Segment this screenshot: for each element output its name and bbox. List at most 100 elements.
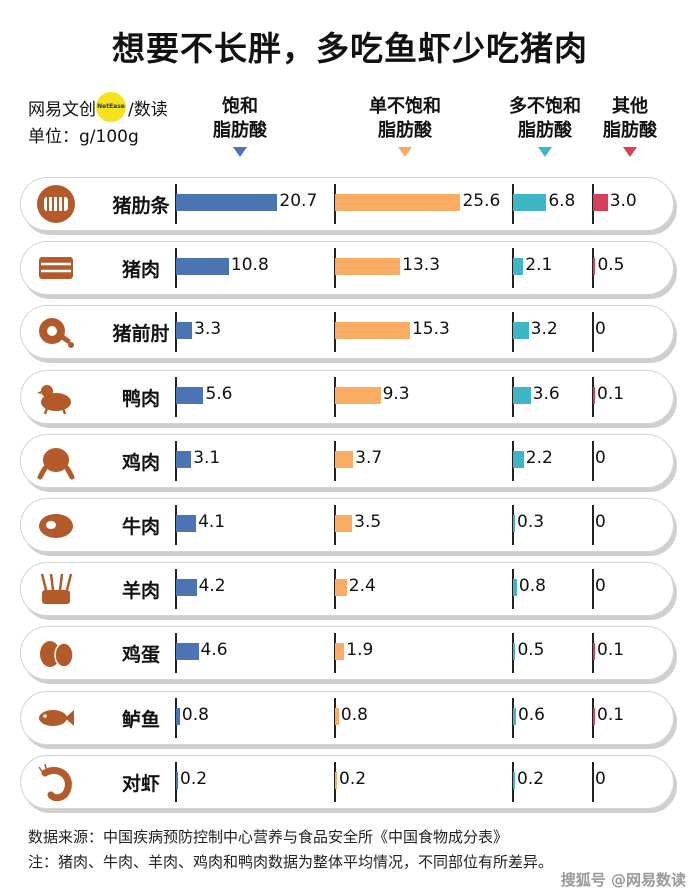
row-label: 鸡蛋 <box>121 644 160 667</box>
column-separator <box>175 761 177 802</box>
bar-series-3 <box>593 258 596 276</box>
column-separator <box>592 761 594 802</box>
column-separator <box>512 697 514 738</box>
column-header-line: 脂肪酸 <box>213 120 267 141</box>
data-label: 0.8 <box>181 704 209 725</box>
data-label: 3.1 <box>193 447 221 468</box>
column-separator <box>334 376 336 417</box>
data-label: 3.7 <box>355 447 383 468</box>
bar-series-2 <box>513 258 524 276</box>
shrimp-icon <box>37 763 75 802</box>
column-separator <box>334 761 336 802</box>
bar-series-2 <box>513 771 515 789</box>
data-label: 20.7 <box>279 191 318 211</box>
bar-series-0 <box>176 707 180 725</box>
data-label: 15.3 <box>411 319 450 340</box>
column-separator <box>512 248 514 289</box>
column-separator <box>592 248 594 289</box>
data-label: 0.6 <box>517 704 545 725</box>
table-row: 鸡蛋 4.6 1.9 0.5 0.1 <box>20 626 674 681</box>
bar-series-2 <box>513 643 516 661</box>
column-separator <box>512 184 514 224</box>
row-label: 猪前肘 <box>112 323 170 346</box>
table-row: 鸭肉 5.6 9.3 3.6 0.1 <box>20 369 674 424</box>
bar-series-2 <box>513 515 515 532</box>
page-title: 想要不长胖，多吃鱼虾少吃猪肉 <box>112 29 588 68</box>
data-label: 2.1 <box>525 255 553 276</box>
column-separator <box>512 569 514 610</box>
column-separator <box>512 376 514 417</box>
table-row: 猪前肘 3.3 15.3 3.2 0 <box>20 305 674 360</box>
column-separator <box>592 440 594 481</box>
brand-logo: 网易文创 NetEase /数读 <box>28 92 168 122</box>
table-row: 鸡肉 3.1 3.7 2.2 0 <box>20 433 674 488</box>
bar-series-2 <box>513 450 524 468</box>
bar-series-2 <box>513 194 547 211</box>
data-label: 0.1 <box>597 383 625 404</box>
duck-icon <box>37 378 75 416</box>
data-label: 0.5 <box>517 640 545 661</box>
bar-series-0 <box>176 515 197 532</box>
data-label: 0 <box>595 447 606 468</box>
down-arrow-icon <box>623 147 637 157</box>
column-separator <box>334 505 336 545</box>
column-separator <box>175 184 177 224</box>
row-label: 猪肋条 <box>112 195 170 217</box>
bar-series-0 <box>176 194 278 211</box>
data-label: 0.8 <box>340 704 368 725</box>
watermark: 搜狐号 @网易数读 <box>560 871 686 889</box>
bar-series-3 <box>593 707 595 725</box>
footnote: 注：猪肉、牛肉、羊肉、鸡肉和鸭肉数据为整体平均情况，不同部位有所差异。 <box>28 853 554 871</box>
bar-series-1 <box>335 771 337 789</box>
data-label: 0 <box>595 512 606 532</box>
row-label: 猪肉 <box>121 259 160 282</box>
down-arrow-icon <box>538 147 552 157</box>
table-row: 羊肉 4.2 2.4 0.8 0 <box>20 562 674 617</box>
column-separator <box>512 505 514 545</box>
column-separator <box>334 569 336 610</box>
column-separator <box>592 184 594 224</box>
bar-series-0 <box>176 579 197 597</box>
unit-label: 单位：g/100g <box>28 127 139 147</box>
column-separator <box>175 697 177 738</box>
bar-series-0 <box>176 643 199 661</box>
data-label: 0.1 <box>597 704 625 725</box>
column-header-line: 饱和 <box>222 96 258 117</box>
column-separator <box>334 248 336 289</box>
data-label: 0.1 <box>597 640 625 661</box>
column-header-0: 饱和 脂肪酸 <box>185 95 295 157</box>
data-label: 1.9 <box>346 640 374 661</box>
bar-series-0 <box>176 771 178 789</box>
bar-series-2 <box>513 386 531 404</box>
column-header-3: 其他 脂肪酸 <box>575 95 685 157</box>
data-label: 0.8 <box>518 576 546 597</box>
data-label: 0.2 <box>180 768 208 789</box>
column-separator <box>175 440 177 481</box>
data-label: 4.1 <box>198 512 226 532</box>
data-label: 10.8 <box>230 255 269 276</box>
table-row: 牛肉 4.1 3.5 0.3 0 <box>20 498 674 552</box>
bar-series-1 <box>335 515 353 532</box>
column-separator <box>592 633 594 674</box>
data-label: 0.5 <box>597 255 625 276</box>
row-label: 牛肉 <box>121 516 160 538</box>
table-row: 猪肋条 20.7 25.6 6.8 3.0 <box>20 177 674 231</box>
data-label: 0.2 <box>517 768 545 789</box>
bar-series-0 <box>176 322 193 340</box>
data-label: 3.6 <box>532 383 560 404</box>
data-label: 0 <box>595 576 606 597</box>
row-label: 鸡肉 <box>121 451 160 474</box>
column-separator <box>334 440 336 481</box>
column-header-line: 多不饱和 <box>509 96 581 117</box>
ribs-icon <box>37 185 75 223</box>
bar-series-0 <box>176 386 204 404</box>
column-separator <box>512 312 514 353</box>
bar-series-3 <box>593 194 608 211</box>
column-separator <box>512 633 514 674</box>
down-arrow-icon <box>233 147 247 157</box>
bar-series-1 <box>335 258 401 276</box>
data-label: 0 <box>595 768 606 789</box>
ham-hock-icon <box>37 313 75 351</box>
column-separator <box>592 505 594 545</box>
lamb-rack-icon <box>37 570 75 608</box>
